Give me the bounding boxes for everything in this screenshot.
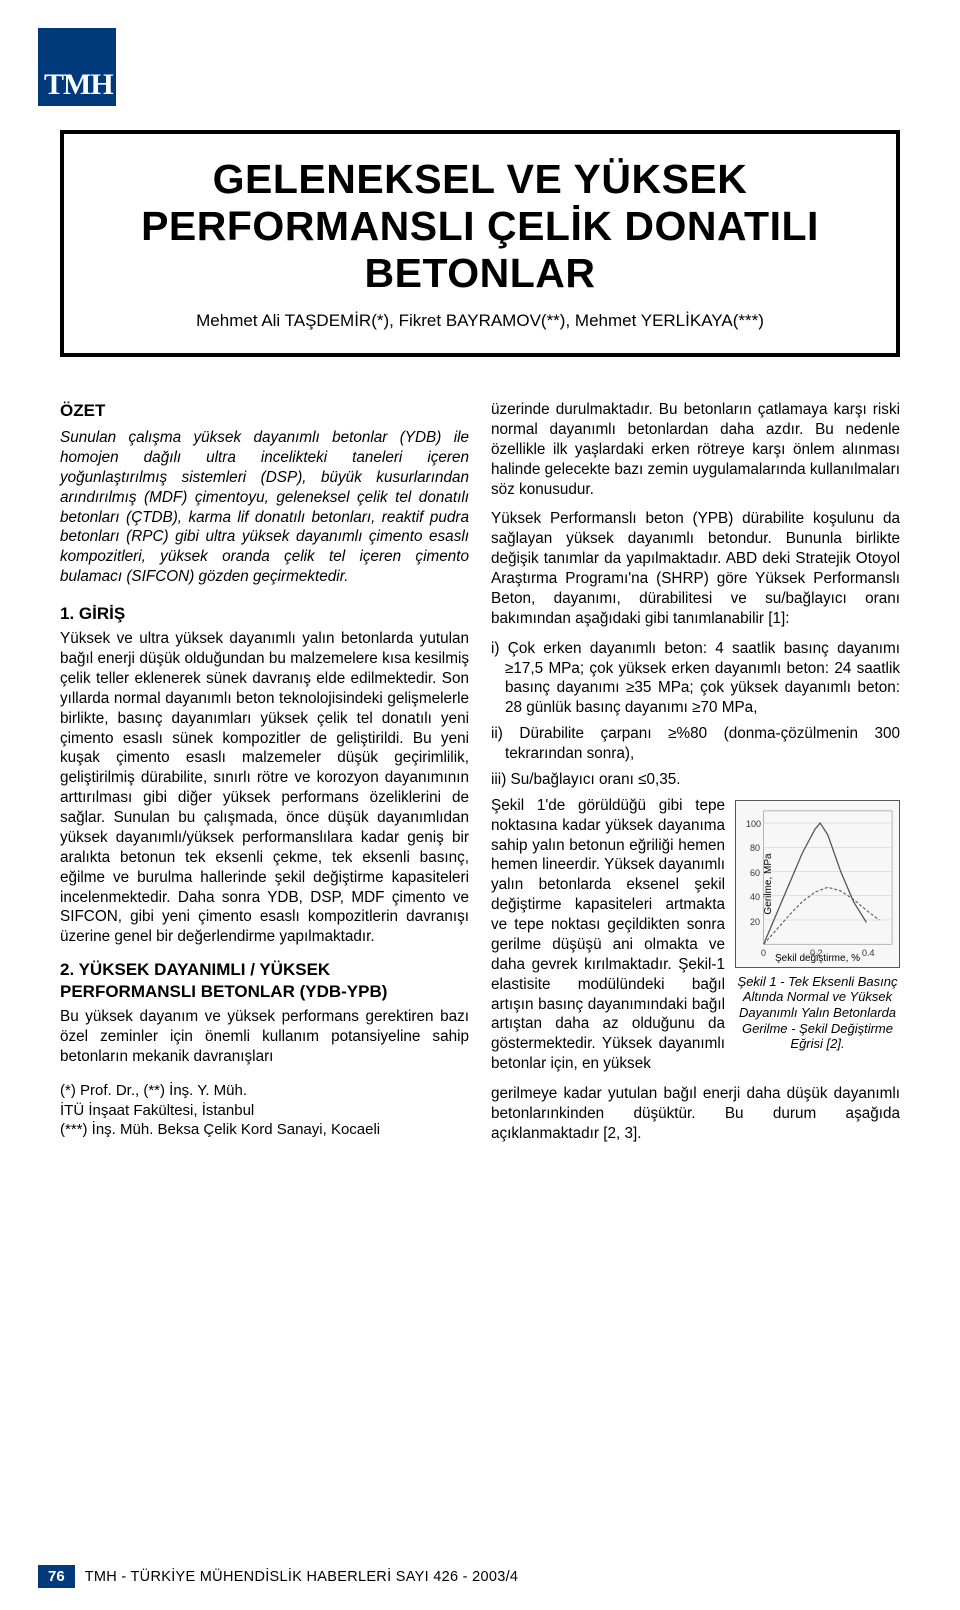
credit-line-3: (***) İnş. Müh. Beksa Çelik Kord Sanayi,… [60,1120,469,1140]
journal-logo: TMH [38,28,116,106]
footer-text: TMH - TÜRKİYE MÜHENDİSLİK HABERLERİ SAYI… [85,1569,519,1585]
figure-1-caption: Şekil 1 - Tek Eksenli Basınç Altında Nor… [735,974,900,1052]
body-columns: ÖZET Sunulan çalışma yüksek dayanımlı be… [60,400,900,1540]
title-line-3: BETONLAR [82,250,878,297]
author-credits: (*) Prof. Dr., (**) İnş. Y. Müh. İTÜ İnş… [60,1081,469,1140]
section-1-para: Yüksek ve ultra yüksek dayanımlı yalın b… [60,629,469,947]
section-2-heading: 2. YÜKSEK DAYANIMLI / YÜKSEK PERFORMANSL… [60,959,469,1003]
article-title-block: GELENEKSEL VE YÜKSEK PERFORMANSLI ÇELİK … [60,130,900,357]
abstract-heading: ÖZET [60,400,469,422]
authors-line: Mehmet Ali TAŞDEMİR(*), Fikret BAYRAMOV(… [82,311,878,331]
section-1-heading: 1. GİRİŞ [60,603,469,625]
ytick-60: 60 [750,868,760,880]
xtick-02: 0.2 [810,948,823,960]
abstract-text: Sunulan çalışma yüksek dayanımlı betonla… [60,428,469,587]
ytick-80: 80 [750,843,760,855]
left-column: ÖZET Sunulan çalışma yüksek dayanımlı be… [60,400,469,1540]
figure-wrap-block: Gerilme, MPa Şekil değiştirme, % 20 40 6… [491,796,900,1082]
right-para-2: Yüksek Performanslı beton (YPB) dürabili… [491,509,900,628]
right-para-3: gerilmeye kadar yutulan bağıl enerji dah… [491,1084,900,1144]
ytick-100: 100 [746,819,761,831]
title-line-1: GELENEKSEL VE YÜKSEK [82,156,878,203]
logo-text: TMH [44,68,113,102]
title-line-2: PERFORMANSLI ÇELİK DONATILI [82,203,878,250]
y-axis-label: Gerilme, MPa [762,853,775,914]
section-2-para: Bu yüksek dayanım ve yüksek performans g… [60,1007,469,1067]
page-number: 76 [38,1565,75,1588]
xtick-0: 0 [761,948,766,960]
right-column: üzerinde durulmaktadır. Bu betonların ça… [491,400,900,1540]
right-para-1: üzerinde durulmaktadır. Bu betonların ça… [491,400,900,499]
ytick-40: 40 [750,892,760,904]
xtick-04: 0.4 [862,948,875,960]
credit-line-1: (*) Prof. Dr., (**) İnş. Y. Müh. [60,1081,469,1101]
bullet-ii: ii) Dürabilite çarpanı ≥%80 (donma-çözül… [491,724,900,764]
ytick-20: 20 [750,917,760,929]
figure-1: Gerilme, MPa Şekil değiştirme, % 20 40 6… [735,800,900,1052]
bullet-i: i) Çok erken dayanımlı beton: 4 saatlik … [491,639,900,719]
bullet-iii: iii) Su/bağlayıcı oranı ≤0,35. [491,770,900,790]
credit-line-2: İTÜ İnşaat Fakültesi, İstanbul [60,1101,469,1121]
page-footer: 76 TMH - TÜRKİYE MÜHENDİSLİK HABERLERİ S… [38,1565,518,1588]
figure-1-chart: Gerilme, MPa Şekil değiştirme, % 20 40 6… [735,800,900,968]
